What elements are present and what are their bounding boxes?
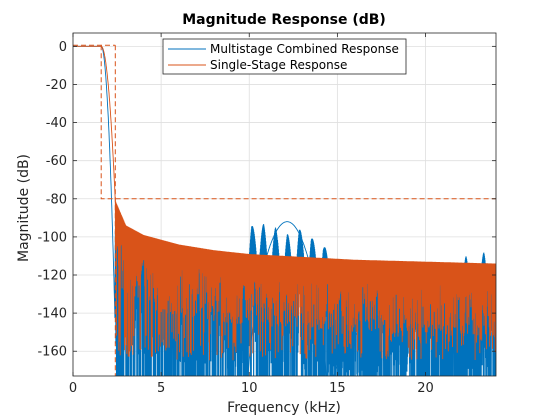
y-tick-label: -120 — [37, 269, 67, 284]
y-tick-label: -20 — [46, 78, 67, 93]
axes-frame — [72, 32, 497, 377]
y-tick-label: -80 — [46, 192, 67, 207]
legend: Multistage Combined Response Single-Stage… — [162, 38, 407, 75]
legend-entry: Multistage Combined Response — [210, 42, 399, 56]
x-tick-label: 0 — [69, 381, 77, 396]
x-axis-ticks: 0 5 10 15 20 — [69, 33, 434, 396]
series-layer — [73, 44, 496, 376]
spec-mask-stopband-attenuation — [100, 45, 496, 200]
y-tick-label: -160 — [37, 345, 67, 360]
x-tick-label: 15 — [329, 381, 346, 396]
x-tick-label: 10 — [241, 381, 258, 396]
plot-area: 0 5 10 15 20 0 -20 -40 -60 -80 -100 -120 -140 -160 — [37, 32, 497, 396]
y-tick-label: 0 — [59, 40, 67, 55]
y-axis-ticks: 0 -20 -40 -60 -80 -100 -120 -140 -160 — [37, 40, 496, 360]
x-axis-label: Frequency (kHz) — [227, 400, 341, 416]
legend-box — [162, 38, 407, 75]
x-tick-label: 20 — [417, 381, 434, 396]
y-tick-label: -100 — [37, 230, 67, 245]
x-tick-label: 5 — [157, 381, 165, 396]
y-axis-label: Magnitude (dB) — [16, 154, 32, 262]
legend-entry: Single-Stage Response — [210, 58, 347, 72]
y-tick-label: -60 — [46, 154, 67, 169]
y-tick-label: -40 — [46, 116, 67, 131]
series-line-single-stage — [73, 45, 496, 361]
y-tick-label: -140 — [37, 307, 67, 322]
chart-title: Magnitude Response (dB) — [182, 12, 386, 28]
